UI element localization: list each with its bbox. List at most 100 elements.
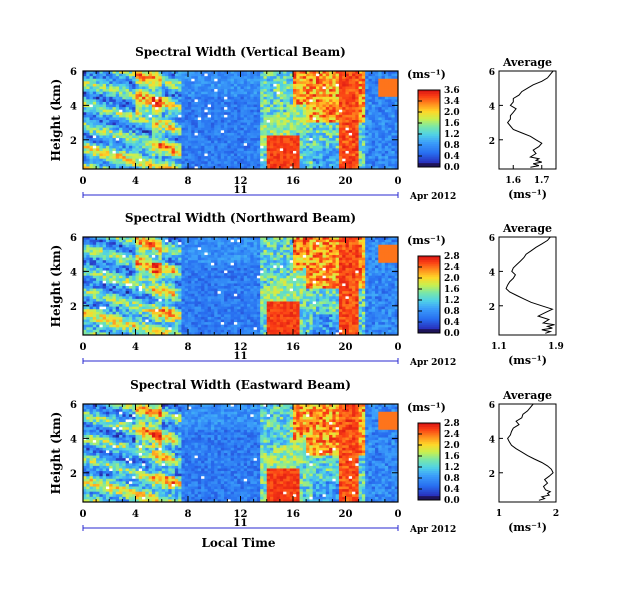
heatmap-cell — [233, 148, 238, 152]
heatmap-cell — [194, 153, 199, 157]
heatmap-cell — [358, 96, 363, 100]
heatmap-cell — [273, 120, 277, 123]
heatmap-cell — [158, 99, 163, 103]
heatmap-cell — [207, 101, 212, 105]
heatmap-cell — [181, 304, 186, 308]
heatmap-cell — [86, 298, 90, 302]
heatmap-cell — [358, 83, 363, 87]
heatmap-cell — [329, 104, 333, 108]
heatmap-cell — [384, 101, 389, 105]
heatmap-cell — [142, 322, 146, 326]
heatmap-cell — [125, 73, 130, 77]
heatmap-cell — [266, 94, 271, 98]
heatmap-cell — [181, 86, 186, 90]
heatmap-cell — [86, 140, 90, 144]
heatmap-cell — [102, 311, 107, 315]
heatmap-cell — [270, 81, 274, 85]
heatmap-cell — [86, 296, 90, 300]
heatmap-cell — [138, 125, 143, 129]
heatmap-cell — [165, 81, 169, 85]
heatmap-cell — [142, 260, 146, 264]
heatmap-cell — [151, 166, 156, 170]
heatmap-cell — [178, 125, 182, 129]
heatmap-cell — [105, 163, 110, 167]
heatmap-cell — [155, 107, 159, 111]
heatmap-cell — [145, 83, 150, 87]
heatmap-cell — [122, 278, 127, 282]
heatmap-cell — [109, 311, 113, 315]
heatmap-cell — [174, 94, 179, 98]
heatmap-cell — [194, 112, 199, 116]
heatmap-cell — [99, 71, 104, 74]
heatmap-cell — [171, 140, 176, 144]
heatmap-cell — [358, 109, 363, 113]
heatmap-cell — [391, 130, 396, 134]
heatmap-cell — [338, 107, 343, 111]
heatmap-cell — [276, 78, 281, 82]
heatmap-cell — [348, 135, 353, 139]
heatmap-cell — [99, 96, 104, 100]
heatmap-cell — [145, 244, 150, 248]
heatmap-cell — [115, 99, 120, 103]
heatmap-cell — [181, 280, 186, 284]
heatmap-cell — [138, 265, 143, 269]
heatmap-cell — [296, 143, 300, 147]
heatmap-cell — [86, 301, 90, 305]
heatmap-cell — [128, 166, 133, 170]
heatmap-cell — [296, 122, 300, 126]
heatmap-cell — [266, 122, 271, 126]
heatmap-cell — [332, 132, 337, 136]
heatmap-cell — [171, 94, 176, 98]
heatmap-cell — [214, 91, 218, 95]
heatmap-cell — [92, 158, 97, 162]
heatmap-cell — [155, 316, 159, 320]
heatmap-cell — [201, 117, 205, 121]
heatmap-cell — [174, 117, 179, 121]
heatmap-cell — [240, 109, 245, 113]
heatmap-cell — [161, 278, 166, 282]
heatmap-cell — [361, 135, 366, 139]
heatmap-cell — [188, 71, 192, 74]
heatmap-cell — [135, 242, 140, 246]
heatmap-cell — [322, 104, 327, 108]
heatmap-cell — [388, 140, 392, 144]
heatmap-cell — [158, 332, 163, 336]
heatmap-cell — [125, 91, 130, 95]
heatmap-cell — [119, 109, 123, 113]
heatmap-cell — [109, 122, 113, 126]
heatmap-cell — [145, 91, 150, 95]
heatmap-cell — [394, 112, 399, 116]
heatmap-cell — [128, 314, 133, 318]
heatmap-cell — [148, 132, 153, 136]
colorbar-tick-label: 1.6 — [444, 119, 460, 129]
heatmap-cell — [286, 78, 291, 82]
heatmap-cell — [138, 280, 143, 284]
heatmap-cell — [151, 127, 156, 131]
heatmap-cell — [112, 104, 117, 108]
heatmap-cell — [279, 161, 284, 165]
heatmap-cell — [132, 265, 136, 269]
heatmap-cell — [256, 71, 261, 74]
heatmap-cell — [148, 94, 153, 98]
heatmap-cell — [115, 83, 120, 87]
heatmap-cell — [155, 267, 159, 271]
heatmap-cell — [322, 112, 327, 116]
heatmap-cell — [263, 145, 268, 149]
heatmap-cell — [201, 76, 205, 80]
heatmap-cell — [145, 247, 150, 251]
heatmap-cell — [250, 81, 255, 85]
heatmap-cell — [125, 109, 130, 113]
heatmap-cell — [335, 71, 340, 74]
heatmap-cell — [355, 120, 360, 123]
heatmap-cell — [158, 265, 163, 269]
heatmap-cell — [309, 122, 314, 126]
heatmap-cell — [109, 257, 113, 261]
heatmap-cell — [96, 322, 100, 326]
heatmap-cell — [99, 78, 104, 82]
heatmap-cell — [240, 163, 245, 167]
heatmap-cell — [355, 125, 360, 129]
heatmap-cell — [158, 107, 163, 111]
heatmap-cell — [92, 327, 97, 331]
heatmap-cell — [158, 104, 163, 108]
heatmap-cell — [240, 166, 245, 170]
